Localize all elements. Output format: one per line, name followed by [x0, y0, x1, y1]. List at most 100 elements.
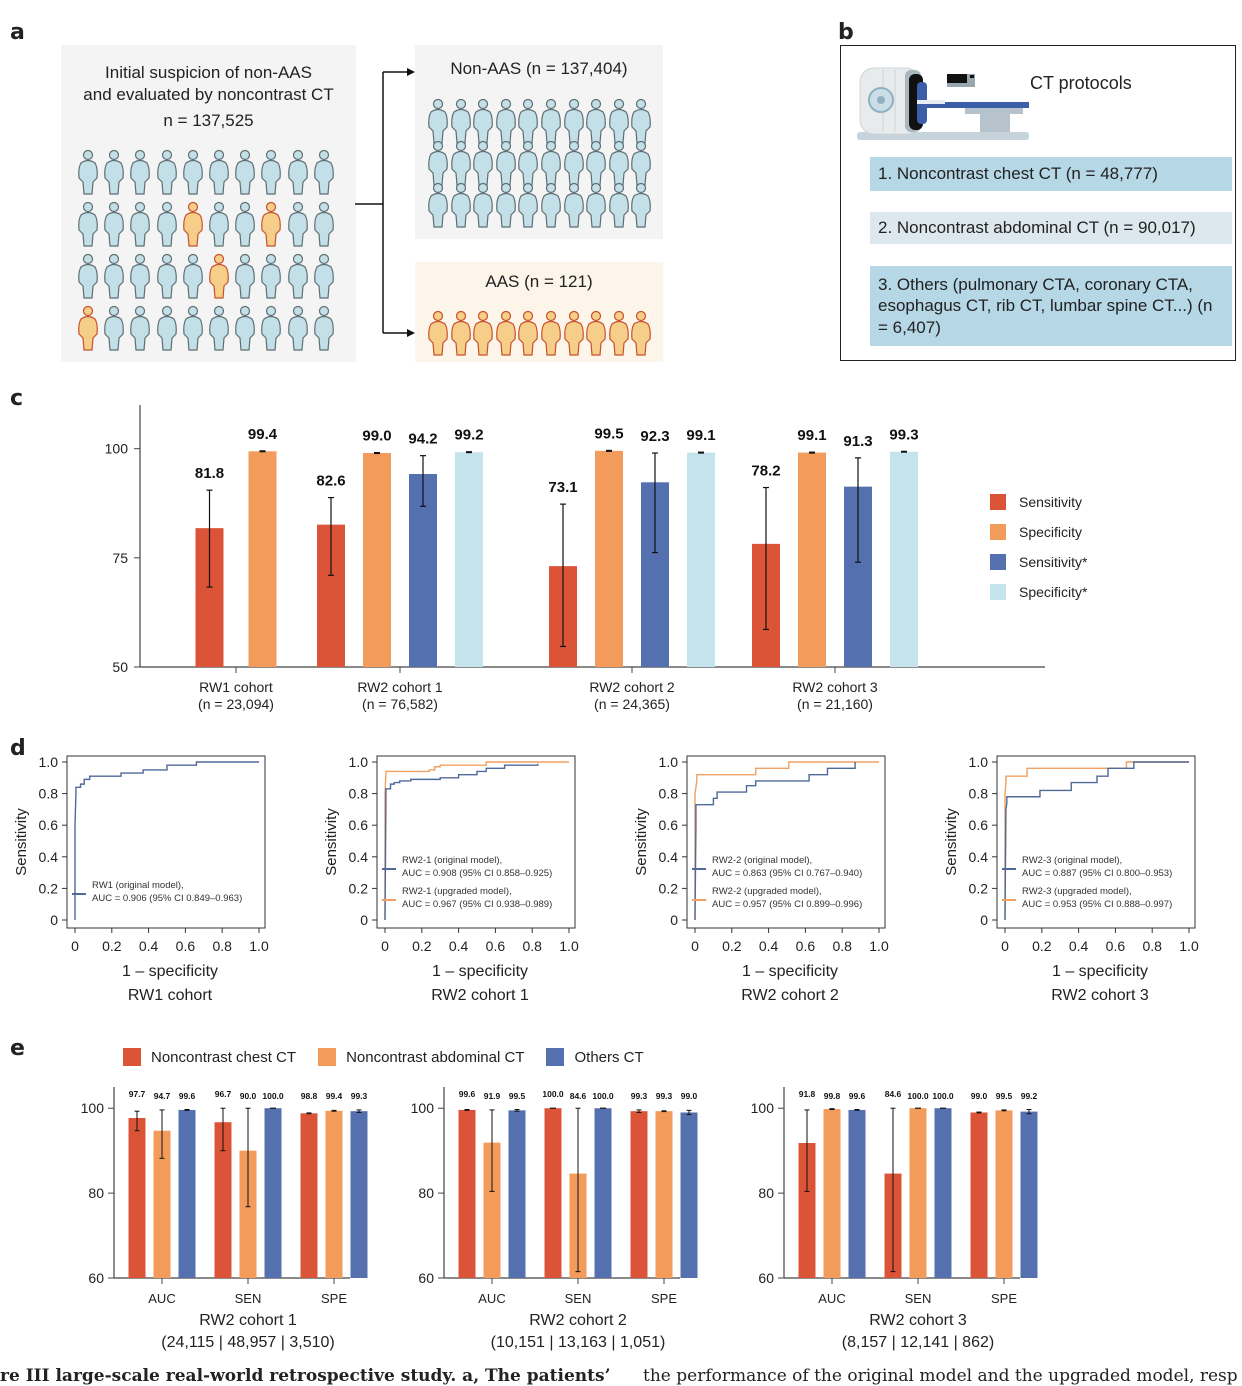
person-icon: [495, 98, 516, 144]
roc-curve: [1004, 761, 1189, 921]
x-tick-label: 0.4: [139, 938, 159, 954]
x-tick-label: (n = 24,365): [594, 696, 670, 712]
bar: [455, 452, 483, 667]
y-tick-label: 0.4: [659, 849, 679, 865]
person-icon: [608, 182, 629, 228]
person-icon: [586, 140, 607, 186]
non-aas-box: Non-AAS (n = 137,404): [415, 45, 663, 239]
person-icon: [235, 149, 256, 195]
person-icon: [209, 201, 229, 247]
chart-title: RW2 cohort 1: [199, 1312, 297, 1329]
bar: [594, 1108, 612, 1278]
y-tick-label: 0.8: [349, 786, 369, 802]
panel-letter-b: b: [838, 20, 854, 45]
person-icon: [631, 140, 652, 186]
person-aas-icon: [428, 310, 448, 356]
bar: [798, 452, 826, 667]
y-axis-label: Sensitivity: [323, 808, 340, 876]
legend-label: RW2-1 (upgraded model),: [402, 886, 512, 897]
data-label: 99.8: [824, 1091, 841, 1101]
chart-subtitle: (8,157 | 12,141 | 862): [842, 1334, 994, 1351]
person-icon: [261, 149, 282, 195]
legend-label: Specificity*: [1019, 584, 1088, 600]
data-label: 90.0: [240, 1091, 257, 1101]
flow-arrows: [355, 68, 415, 337]
y-tick-label: 1.0: [659, 754, 679, 770]
person-icon: [450, 182, 471, 228]
person-icon: [156, 149, 177, 195]
person-aas-icon: [182, 201, 203, 247]
x-tick-label: AUC: [818, 1291, 845, 1306]
legend-item-others: Others CT: [546, 1048, 644, 1066]
y-tick-label: 100: [751, 1100, 775, 1116]
roc-curve: [694, 761, 879, 920]
bar: [995, 1110, 1013, 1278]
aas-label: AAS (n = 121): [485, 272, 593, 291]
x-tick-label: 0.8: [522, 938, 542, 954]
data-label: 99.6: [459, 1089, 476, 1099]
y-tick-label: 0: [360, 912, 368, 928]
error-bar: [328, 496, 334, 576]
bar: [890, 451, 918, 667]
data-label: 99.5: [996, 1091, 1013, 1101]
error-bar: [606, 449, 612, 452]
y-tick-label: 0: [50, 912, 58, 928]
non-aas-label: Non-AAS (n = 137,404): [450, 59, 628, 78]
x-axis-label: 1 – specificity: [742, 963, 838, 980]
bar: [178, 1109, 196, 1278]
person-icon: [518, 182, 539, 228]
person-aas-icon: [473, 310, 494, 356]
person-icon: [428, 182, 448, 228]
y-tick-label: 1.0: [39, 754, 59, 770]
data-label: 99.0: [362, 428, 391, 445]
legend-label: RW1 (original model),: [92, 880, 184, 891]
data-label: 96.7: [215, 1089, 232, 1099]
y-tick-label: 0: [980, 912, 988, 928]
y-tick-label: 0: [670, 912, 678, 928]
bar: [350, 1111, 368, 1278]
data-label: 78.2: [751, 463, 780, 480]
data-label: 81.8: [195, 465, 224, 482]
error-bar: [259, 450, 266, 453]
person-icon: [313, 305, 334, 351]
x-tick-label: 0.8: [1142, 938, 1162, 954]
error-bar: [901, 450, 907, 453]
person-icon: [428, 98, 448, 144]
bar: [848, 1109, 866, 1278]
y-tick-label: 1.0: [969, 754, 989, 770]
error-bar: [206, 489, 213, 588]
x-tick-label: SEN: [235, 1291, 262, 1306]
data-label: 99.3: [889, 426, 918, 443]
panel-e-legend: Noncontrast chest CT Noncontrast abdomin…: [123, 1048, 644, 1066]
data-label: 91.8: [799, 1089, 816, 1099]
legend-label: Sensitivity: [1019, 494, 1082, 510]
panel-letter-c: c: [10, 386, 24, 411]
person-icon: [313, 149, 334, 195]
person-icon: [104, 149, 125, 195]
x-tick-label: (n = 23,094): [198, 696, 274, 712]
data-label: 99.1: [797, 427, 826, 444]
y-tick-label: 0.8: [659, 786, 679, 802]
x-tick-label: RW2 cohort 3: [792, 679, 878, 695]
error-bar: [652, 452, 658, 554]
person-icon: [78, 253, 98, 299]
person-icon: [518, 98, 539, 144]
chart-e1-bar: 60 80 100 97.7 94.7 99.6 AUC 96.7 90.0 100.0 SEN 98…: [81, 1087, 368, 1351]
protocol-item-chest: 1. Noncontrast chest CT (n = 48,777): [870, 157, 1232, 191]
person-icon: [541, 98, 561, 144]
arrow-head-icon: [407, 68, 415, 76]
x-tick-label: SPE: [651, 1291, 677, 1306]
data-label: 99.0: [681, 1091, 698, 1101]
chart-c-bar: 50 75 100 81.8 99.4 RW1 cohort(n = 23,094) 82.…: [105, 405, 1088, 712]
person-icon: [209, 149, 229, 195]
legend-label: Sensitivity*: [1019, 554, 1088, 570]
legend-swatch: [990, 554, 1006, 570]
data-label: 94.7: [154, 1091, 171, 1101]
chart-e2-bar: 60 80 100 99.6 91.9 99.5 AUC 100.0 84.6 100.0 SEN 9…: [411, 1087, 698, 1351]
y-tick-label: 75: [112, 550, 128, 566]
person-icon: [130, 253, 151, 299]
x-tick-label: 0.2: [102, 938, 122, 954]
data-label: 99.0: [971, 1091, 988, 1101]
y-tick-label: 100: [105, 441, 129, 457]
roc-curve: [384, 761, 569, 920]
